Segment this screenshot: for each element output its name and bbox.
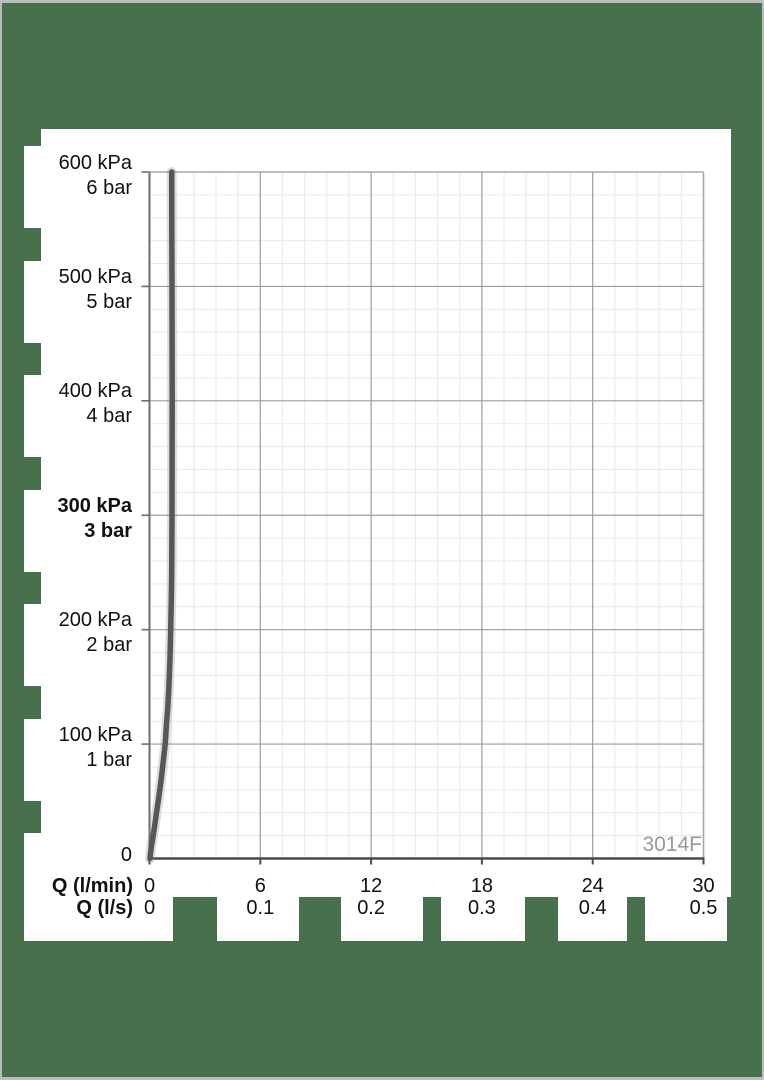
label-tab <box>24 897 173 941</box>
y-label-bar-line: 4 bar <box>86 405 132 428</box>
chart-panel <box>41 129 731 897</box>
x-tick-lmin-18: 18 <box>470 875 494 897</box>
label-tab <box>341 897 423 941</box>
label-tab <box>24 832 41 897</box>
x-tick-lmin-30: 30 <box>692 875 715 897</box>
y-axis-label-400kpa: 400 kPa 4 bar <box>12 379 132 429</box>
x-axis-unit-label-lmin: Q (l/min) <box>51 875 133 897</box>
x-tick-ls-0.1: 0.1 <box>246 897 275 919</box>
x-tick-ls-0: 0 <box>143 897 156 919</box>
label-tab <box>24 604 41 686</box>
x-axis-unit-label-ls: Q (l/s) <box>76 897 133 919</box>
y-label-kpa-line: 400 kPa <box>58 380 132 403</box>
y-label-kpa-line: 200 kPa <box>58 609 132 632</box>
y-label-bar-line: 3 bar <box>84 519 132 542</box>
x-tick-ls-0.5: 0.5 <box>689 897 718 919</box>
y-axis-label-0: 0 <box>120 843 132 866</box>
x-tick-ls-0.4: 0.4 <box>578 897 607 919</box>
label-tab <box>441 897 525 941</box>
x-tick-ls-0.3: 0.3 <box>467 897 496 919</box>
y-axis-label-500kpa: 500 kPa 5 bar <box>12 265 132 315</box>
label-tab <box>217 897 299 941</box>
x-tick-lmin-12: 12 <box>359 875 383 897</box>
label-tab <box>24 489 41 572</box>
label-tab <box>24 260 41 343</box>
label-tab <box>558 897 627 941</box>
y-axis-label-100kpa: 100 kPa 1 bar <box>12 723 132 773</box>
y-label-kpa-line: 600 kPa <box>58 151 132 174</box>
y-label-kpa-line: 100 kPa <box>58 723 132 746</box>
y-axis-label-200kpa: 200 kPa 2 bar <box>12 608 132 658</box>
y-axis-label-300kpa: 300 kPa 3 bar <box>12 494 132 544</box>
x-tick-lmin-24: 24 <box>581 875 604 897</box>
label-tab <box>24 718 41 801</box>
flow-curve <box>147 169 175 862</box>
y-label-kpa-line: 300 kPa <box>57 494 132 517</box>
label-tab <box>24 146 41 228</box>
y-axis-label-600kpa: 600 kPa 6 bar <box>12 151 132 201</box>
y-label-bar-line: 2 bar <box>86 634 132 657</box>
label-tab <box>24 375 41 457</box>
y-label-kpa-line: 500 kPa <box>58 265 132 288</box>
x-tick-lmin-6: 6 <box>254 875 266 897</box>
y-label-bar-line: 6 bar <box>86 176 132 199</box>
y-label-bar-line: 5 bar <box>86 290 132 313</box>
x-tick-ls-0.2: 0.2 <box>357 897 385 919</box>
label-tab <box>645 897 727 941</box>
chart-code-watermark: 3014F <box>642 833 702 856</box>
x-tick-lmin-0: 0 <box>143 875 156 897</box>
y-label-bar-line: 1 bar <box>86 748 132 771</box>
